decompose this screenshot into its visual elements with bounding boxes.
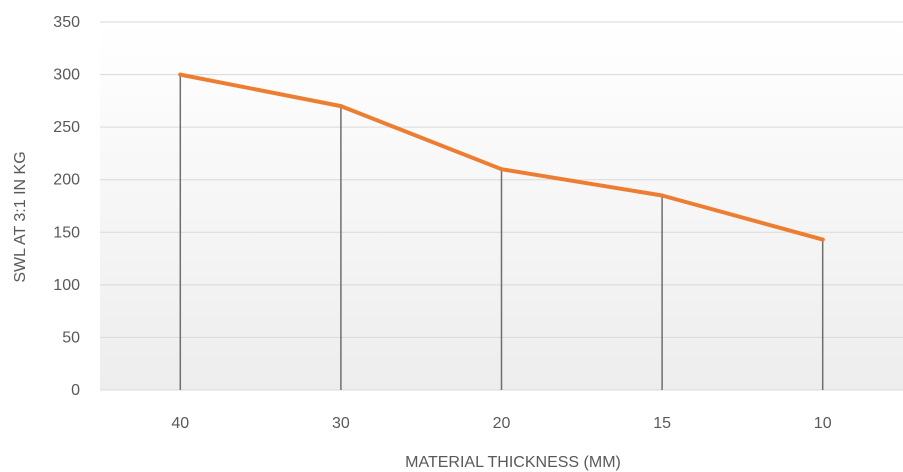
y-tick-label: 250 — [53, 119, 80, 136]
data-point — [660, 193, 665, 198]
series-group — [178, 72, 825, 242]
y-tick-label: 200 — [53, 172, 80, 189]
x-tick-label: 20 — [493, 415, 511, 432]
y-tick-label: 350 — [53, 14, 80, 31]
x-tick-label: 40 — [171, 415, 189, 432]
y-axis-title: SWL AT 3:1 IN KG — [12, 151, 29, 282]
data-point — [820, 237, 825, 242]
data-point — [499, 167, 504, 172]
y-tick-label: 150 — [53, 224, 80, 241]
x-axis-title: MATERIAL THICKNESS (MM) — [405, 454, 621, 471]
y-axis-tick-labels: 0 50 100 150 200 250 300 350 — [53, 14, 80, 399]
y-tick-label: 300 — [53, 67, 80, 84]
y-tick-label: 100 — [53, 277, 80, 294]
drop-lines — [179, 74, 824, 390]
y-tick-label: 50 — [62, 329, 80, 346]
data-point — [178, 72, 183, 77]
x-tick-label: 10 — [814, 415, 832, 432]
data-point — [338, 104, 343, 109]
x-tick-label: 30 — [332, 415, 350, 432]
x-axis-tick-labels: 40 30 20 15 10 — [171, 415, 831, 432]
x-tick-label: 15 — [653, 415, 671, 432]
y-tick-label: 0 — [71, 382, 80, 399]
